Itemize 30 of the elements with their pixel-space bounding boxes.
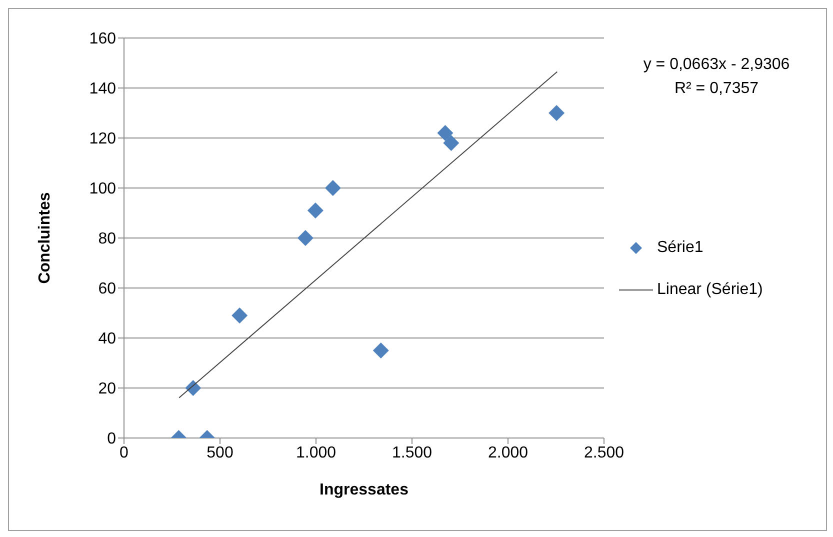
x-tick-label: 0 <box>120 444 129 462</box>
point <box>548 105 565 121</box>
point <box>437 125 454 141</box>
point <box>307 202 324 218</box>
point <box>372 342 389 358</box>
y-tick-label: 140 <box>89 80 116 98</box>
legend-label: Linear (Série1) <box>657 280 763 298</box>
x-axis-title: Ingressates <box>320 481 409 498</box>
y-tick-label: 60 <box>98 280 116 298</box>
y-tick-label: 80 <box>98 230 116 248</box>
y-tick-label: 160 <box>89 30 116 48</box>
y-axis-title: Concluintes <box>36 192 54 284</box>
point <box>232 308 248 324</box>
y-tick-label: 100 <box>89 180 116 198</box>
point <box>443 135 460 151</box>
text: R² = 0,7357 <box>673 79 760 99</box>
y-tick-label: 0 <box>107 430 116 448</box>
x-tick-label: 500 <box>206 444 234 462</box>
text: y = 0,0663x - 2,9306 <box>642 55 791 75</box>
point <box>185 380 202 396</box>
point <box>297 230 314 246</box>
y-tick-label: 40 <box>98 330 116 348</box>
y-tick-label: 120 <box>89 130 116 148</box>
legend-label: Série1 <box>657 238 704 256</box>
x-tick-label: 2.000 <box>488 444 528 462</box>
x-tick-label: 1.500 <box>392 444 432 462</box>
point <box>324 180 341 196</box>
x-tick-label: 2.500 <box>584 444 624 462</box>
y-tick-label: 20 <box>98 380 116 398</box>
x-tick-label: 1.000 <box>296 444 336 462</box>
